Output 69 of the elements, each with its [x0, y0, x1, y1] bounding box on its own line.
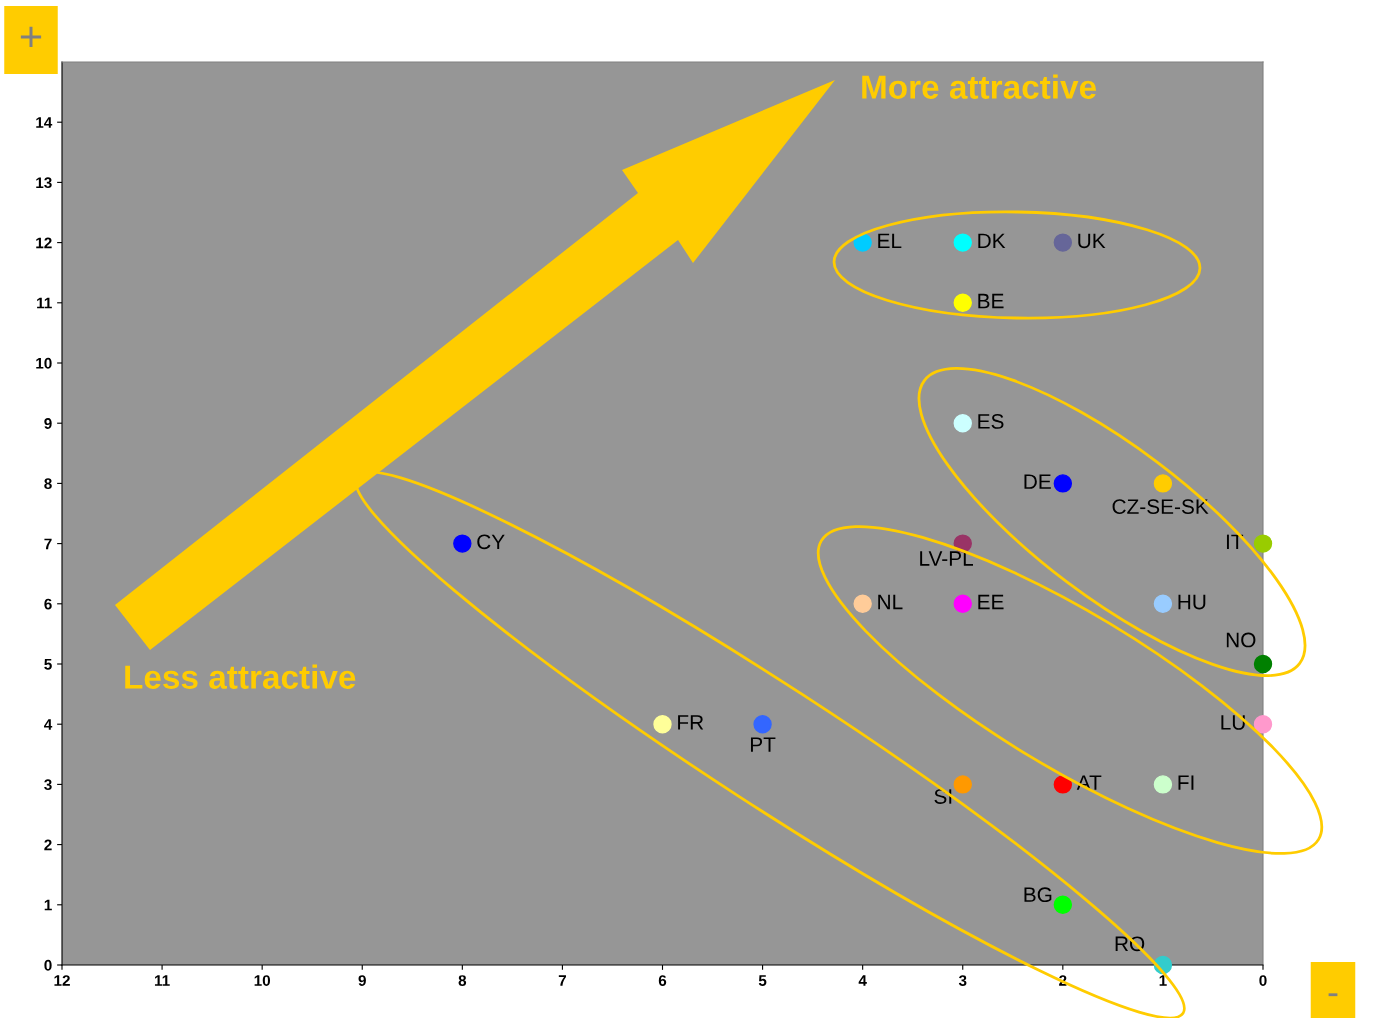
- series-label: BE: [978, 293, 1004, 309]
- series-label: FR: [678, 715, 704, 730]
- x-tick-label: 10: [254, 975, 271, 986]
- y-tick-label: 4: [44, 719, 53, 730]
- series-label: EE: [978, 594, 1004, 610]
- x-tick-label: 7: [558, 975, 566, 986]
- y-tick-label: 13: [36, 177, 52, 189]
- series-label: PT: [750, 737, 776, 752]
- x-tick-label: 11: [154, 975, 170, 986]
- x-tick-label: 1: [1159, 975, 1167, 986]
- point: [1053, 895, 1073, 915]
- y-tick-label: 12: [36, 237, 52, 249]
- point: [453, 534, 472, 553]
- y-tick-label: 6: [44, 598, 52, 610]
- x-tick-label: 3: [958, 975, 967, 986]
- point: [1053, 233, 1073, 252]
- series-label: DE: [1024, 474, 1051, 489]
- series-label: NO: [1226, 632, 1256, 648]
- point: [853, 594, 872, 614]
- point: [953, 594, 972, 614]
- y-tick-label: 1: [44, 899, 52, 911]
- x-tick-label: 8: [458, 975, 467, 986]
- x-tick-label: 5: [758, 975, 767, 986]
- point: [1153, 594, 1173, 614]
- y-tick-label: 11: [37, 297, 52, 309]
- y-tick-label: 7: [44, 538, 52, 550]
- x-tick-label: 6: [658, 975, 667, 986]
- point: [953, 413, 972, 433]
- y-tick-label: 3: [44, 779, 52, 791]
- series-label: UK: [1078, 233, 1106, 249]
- point: [1253, 654, 1273, 674]
- point: [953, 293, 972, 313]
- point: [1053, 775, 1073, 794]
- series-label: NL: [878, 594, 903, 610]
- point: [653, 714, 672, 734]
- series-label: LU: [1221, 715, 1245, 730]
- x-tick-label: 12: [54, 975, 70, 986]
- x-tick-label: 4: [858, 975, 867, 986]
- series-label: FI: [1178, 775, 1194, 790]
- text: -: [1328, 993, 1338, 997]
- point: [1053, 474, 1073, 493]
- point: [1253, 534, 1273, 553]
- x-tick-label: 9: [358, 975, 366, 986]
- y-tick-label: 2: [44, 839, 52, 851]
- y-tick-label: 8: [44, 478, 52, 490]
- point: [753, 714, 772, 734]
- series-label: IT: [1226, 534, 1244, 549]
- series-label: EL: [878, 233, 902, 248]
- y-tick-label: 10: [36, 357, 52, 369]
- point: [953, 233, 972, 252]
- y-tick-label: 9: [44, 418, 52, 429]
- series-label: BG: [1024, 887, 1052, 903]
- y-tick-label: 14: [36, 117, 53, 128]
- series-label: ES: [978, 414, 1004, 429]
- text: +: [20, 26, 42, 48]
- point: [1153, 474, 1173, 493]
- point: [1153, 775, 1173, 794]
- x-tick-label: 0: [1259, 975, 1267, 986]
- y-tick-label: 0: [44, 959, 52, 971]
- y-tick-label: 5: [44, 659, 52, 670]
- series-label: CY: [477, 534, 505, 550]
- series-label: CZ-SE-SK: [1112, 499, 1209, 514]
- series-label: LV-PL: [920, 551, 973, 566]
- annotation: Less attractive: [125, 664, 356, 689]
- point: [1253, 714, 1273, 734]
- point: [953, 775, 972, 794]
- series-label: HU: [1178, 594, 1206, 610]
- series-label: DK: [978, 233, 1006, 248]
- annotation: More attractive: [862, 74, 1096, 99]
